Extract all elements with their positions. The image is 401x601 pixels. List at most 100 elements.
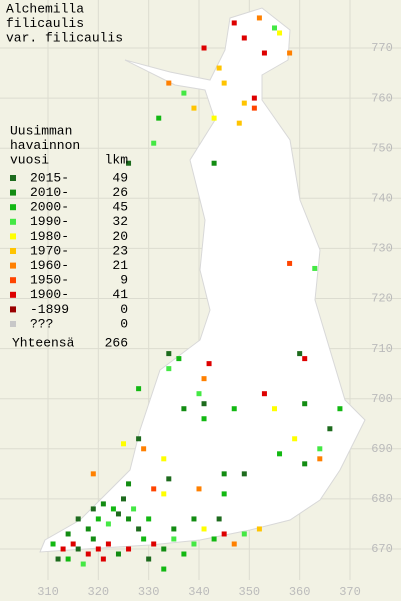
y-tick-label: 760 (371, 91, 393, 105)
legend-swatch (10, 175, 16, 181)
y-tick-label: 670 (371, 542, 393, 556)
record-square (65, 556, 71, 562)
legend-swatch (10, 321, 16, 327)
record-square (126, 546, 132, 552)
record-square (136, 386, 142, 392)
record-square (55, 556, 61, 562)
legend-swatch (10, 218, 16, 225)
record-square (211, 536, 217, 542)
record-square (191, 541, 197, 547)
record-square (121, 441, 126, 447)
record-square (261, 50, 267, 56)
record-square (211, 160, 217, 166)
legend-count: 0 (120, 302, 128, 317)
record-square (85, 551, 91, 557)
legend-swatch (10, 262, 16, 269)
record-square (141, 446, 147, 452)
record-square (121, 496, 126, 502)
x-tick-label: 370 (339, 585, 361, 599)
record-square (337, 406, 343, 412)
record-square (65, 531, 71, 537)
record-square (85, 526, 91, 532)
record-square (176, 356, 182, 362)
record-square (151, 140, 157, 146)
record-square (292, 436, 298, 442)
x-tick-label: 310 (37, 585, 59, 599)
record-square (221, 471, 227, 477)
record-square (166, 366, 172, 372)
record-square (146, 516, 152, 522)
record-square (161, 546, 167, 552)
x-tick-label: 330 (138, 585, 160, 599)
record-square (272, 406, 277, 412)
labels: 310 320 330 340 350 360 3706706806907007107207… (6, 1, 393, 599)
record-square (151, 541, 157, 547)
legend-total-label: Yhteensä (12, 335, 75, 350)
record-square (166, 80, 172, 86)
y-tick-label: 710 (371, 342, 393, 356)
record-square (181, 551, 187, 557)
legend-count: 32 (112, 214, 128, 229)
record-square (131, 506, 137, 512)
legend-swatch (10, 233, 16, 240)
legend-label: 1980- (30, 229, 69, 244)
title: Alchemilla (6, 1, 84, 16)
record-square (201, 45, 207, 51)
record-square (126, 160, 132, 166)
record-square (141, 536, 147, 542)
record-square (211, 115, 217, 121)
record-square (171, 526, 177, 532)
record-square (90, 506, 96, 512)
y-tick-label: 700 (371, 392, 393, 406)
record-square (151, 486, 157, 492)
record-square (201, 526, 207, 532)
record-square (181, 406, 187, 412)
legend-swatch (10, 189, 16, 196)
record-square (75, 546, 81, 552)
record-square (105, 521, 111, 527)
legend-header: Uusimman (10, 123, 72, 138)
y-tick-label: 680 (371, 492, 393, 506)
y-tick-label: 770 (371, 41, 393, 55)
legend-label: 2015- (30, 170, 69, 185)
legend-count: 26 (112, 185, 128, 200)
record-square (126, 516, 132, 522)
record-square (216, 516, 222, 522)
record-square (256, 15, 262, 21)
record-square (272, 25, 277, 31)
record-square (181, 90, 187, 96)
record-square (70, 541, 76, 547)
x-tick-label: 360 (289, 585, 311, 599)
legend-header: vuosi (10, 152, 49, 167)
y-tick-label: 720 (371, 292, 393, 306)
legend-count: 21 (112, 258, 128, 273)
legend-header: havainnon (10, 138, 80, 153)
record-square (216, 65, 222, 71)
legend-label: -1899 (30, 302, 69, 317)
record-square (241, 35, 247, 41)
record-square (95, 546, 101, 552)
y-tick-label: 750 (371, 141, 393, 155)
record-square (156, 115, 162, 121)
record-square (241, 531, 247, 537)
title: filicaulis (6, 16, 84, 31)
record-square (100, 556, 106, 562)
title: var. filicaulis (6, 30, 123, 45)
record-square (161, 566, 167, 572)
record-square (231, 406, 237, 412)
legend-label: 1990- (30, 214, 69, 229)
record-square (90, 536, 96, 542)
record-square (206, 361, 212, 367)
legend-swatch (10, 306, 16, 313)
records (50, 15, 343, 572)
record-square (126, 481, 132, 487)
record-square (75, 516, 81, 522)
legend-count: 23 (112, 243, 128, 258)
record-square (201, 416, 207, 422)
finland-outline (39, 7, 366, 553)
record-square (201, 376, 207, 382)
legend-swatch (10, 291, 16, 298)
y-tick-label: 730 (371, 242, 393, 256)
